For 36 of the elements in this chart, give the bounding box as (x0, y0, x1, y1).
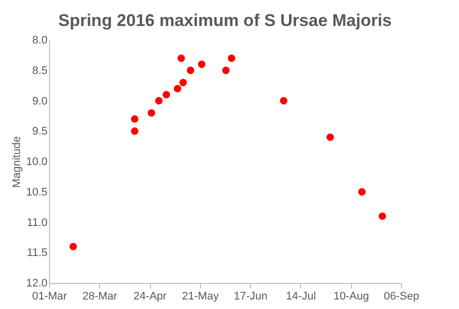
chart-title: Spring 2016 maximum of S Ursae Majoris (58, 11, 392, 30)
point (198, 60, 206, 68)
x-tick-label: 24-Apr (134, 290, 167, 302)
y-tick-label: 9.5 (32, 126, 48, 138)
point (280, 97, 288, 104)
point (70, 242, 77, 250)
x-tick-label: 06-Sep (384, 290, 420, 302)
point (155, 97, 163, 104)
y-tick-label: 8.5 (32, 64, 48, 77)
y-tick-label: 12.0 (26, 278, 48, 290)
x-tick-label: 17-Jun (234, 290, 268, 302)
point (358, 188, 366, 196)
point (186, 66, 194, 74)
y-tick-label: 11.5 (26, 247, 48, 260)
point (130, 127, 138, 135)
x-tick-label: 01-Mar (32, 290, 68, 302)
point (326, 134, 334, 141)
y-tick-label: 11.0 (26, 216, 48, 229)
y-tick-label: 9.0 (32, 95, 48, 108)
point (162, 90, 170, 98)
x-tick-label: 28-Mar (82, 290, 118, 302)
point (228, 54, 236, 62)
y-axis-title: Magnitude (11, 136, 24, 188)
point (174, 84, 182, 92)
point (148, 109, 156, 117)
point (179, 78, 187, 86)
y-tick-label: 10.5 (26, 186, 48, 198)
point (378, 212, 386, 220)
point (222, 66, 230, 74)
x-tick-label: 14-Jul (286, 290, 316, 302)
x-tick-label: 21-May (182, 290, 220, 302)
point (178, 54, 185, 62)
x-tick-label: 10-Aug (333, 290, 369, 302)
y-tick-label: 8.0 (32, 34, 48, 46)
y-tick-label: 10.0 (26, 156, 48, 168)
point (130, 115, 138, 123)
